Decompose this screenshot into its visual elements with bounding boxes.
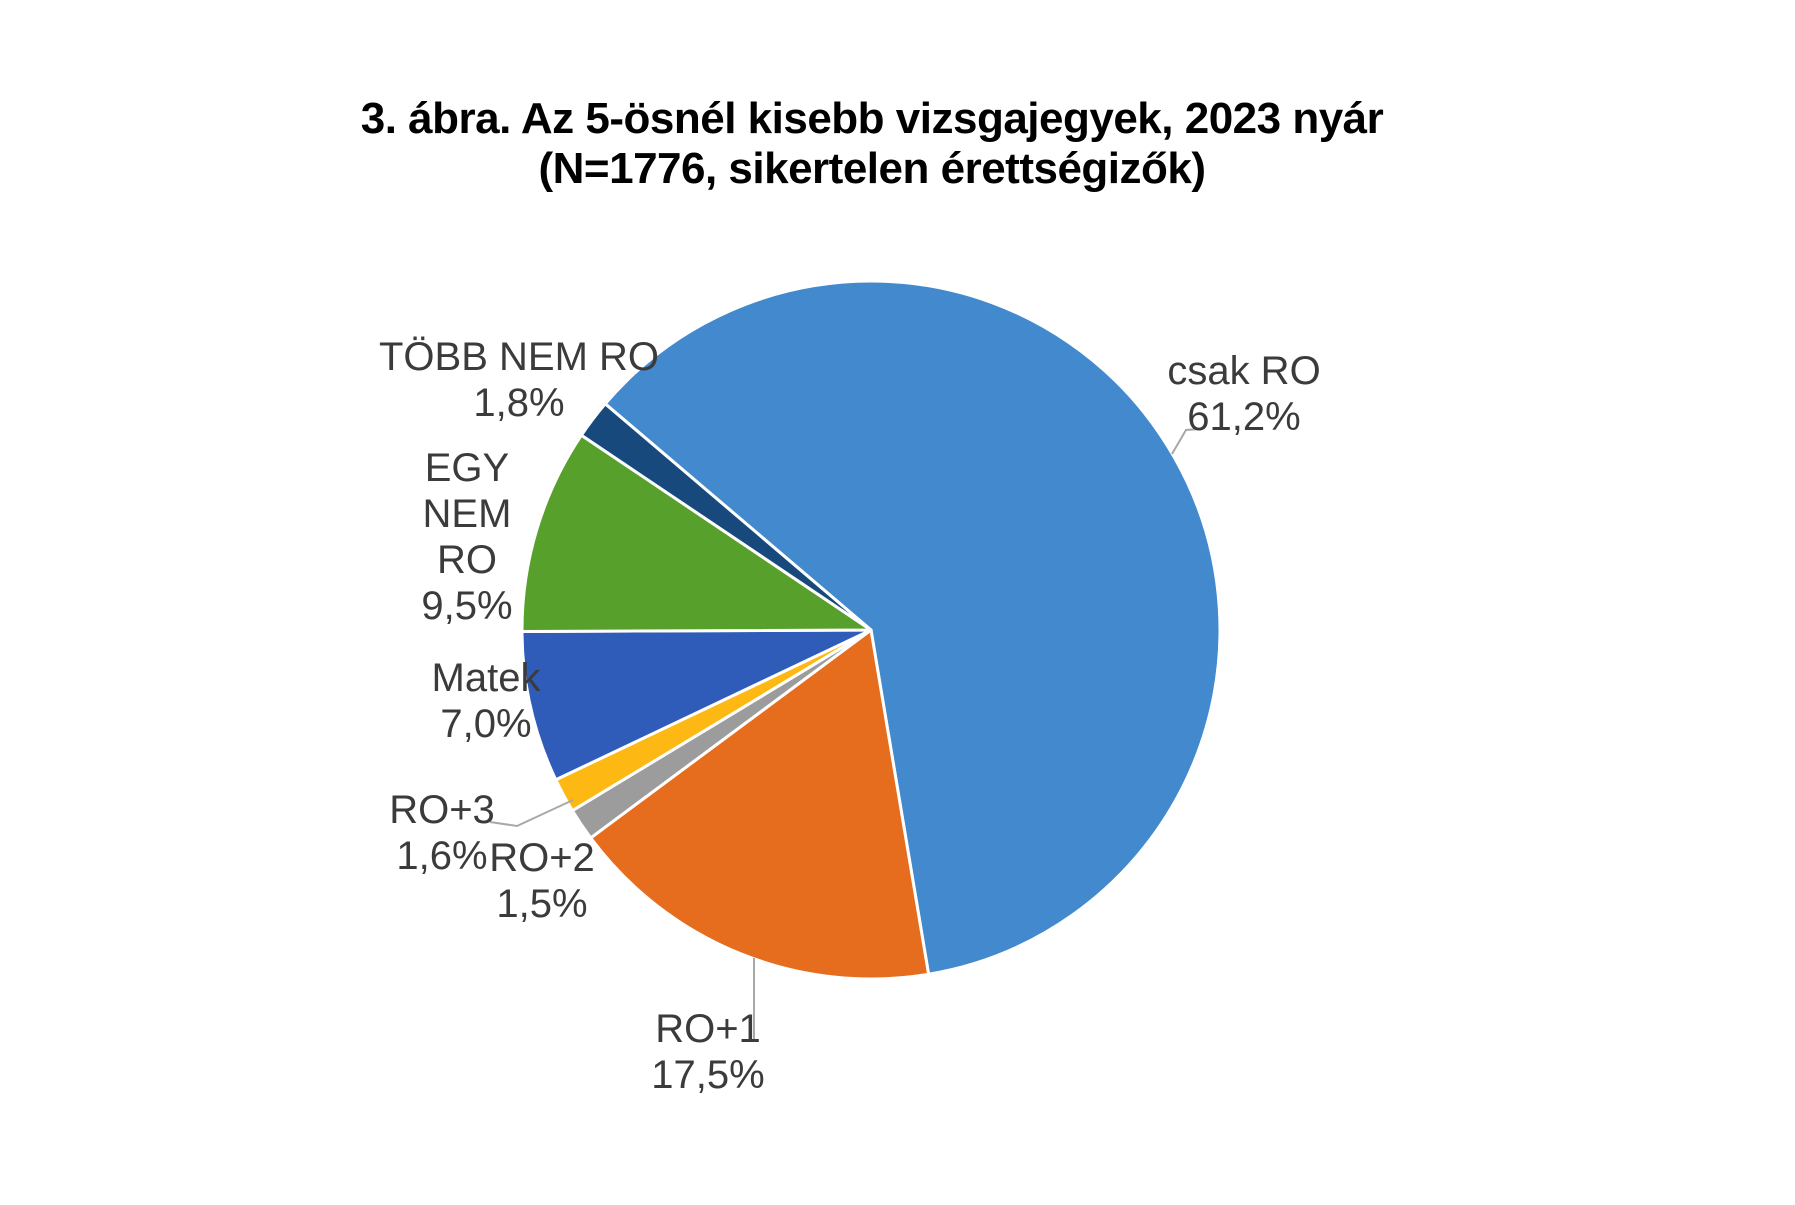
callout-tobb-nem-ro: TÖBB NEM RO 1,8% [379,334,659,426]
slice-value: 17,5% [651,1053,765,1097]
slice-value: 7,0% [440,702,532,746]
pie-slice-t-bb-nem-ro [579,402,873,632]
slice-label: TÖBB NEM RO [378,335,660,379]
slice-label: Matek [431,656,541,700]
pie-slice-egy-nem-ro [520,433,873,633]
slice-label: RO+3 [389,788,495,832]
chart-title-line2: (N=1776, sikertelen érettségizők) [538,144,1206,193]
slice-value: 9,5% [421,584,513,628]
callout-matek: Matek 7,0% [432,655,541,747]
chart-title: 3. ábra. Az 5-ösnél kisebb vizsgajegyek,… [0,94,1744,194]
leader-line-csak-ro [1171,428,1201,455]
callout-ro1: RO+1 17,5% [651,1006,764,1098]
slice-label: RO+1 [655,1007,761,1051]
callout-egy-nem-ro: EGY NEM RO 9,5% [392,445,542,629]
slice-label: EGY NEM RO [422,446,512,582]
pie-slice-ro-1 [589,628,931,981]
chart-title-line1: 3. ábra. Az 5-ösnél kisebb vizsgajegyek,… [360,94,1384,143]
slice-value: 1,8% [473,381,565,425]
slice-value: 61,2% [1187,395,1301,439]
pie-slice-csak-ro [603,279,1222,976]
slice-label: csak RO [1167,349,1321,393]
leader-line-ro3 [489,799,574,828]
slice-value: 1,5% [496,882,588,926]
pie-slice-matek [520,628,873,782]
callout-ro3: RO+3 1,6% [389,787,495,879]
slice-label: RO+2 [489,836,595,880]
slice-value: 1,6% [396,834,488,878]
callout-csak-ro: csak RO 61,2% [1167,348,1320,440]
callout-ro2: RO+2 1,5% [489,835,595,927]
